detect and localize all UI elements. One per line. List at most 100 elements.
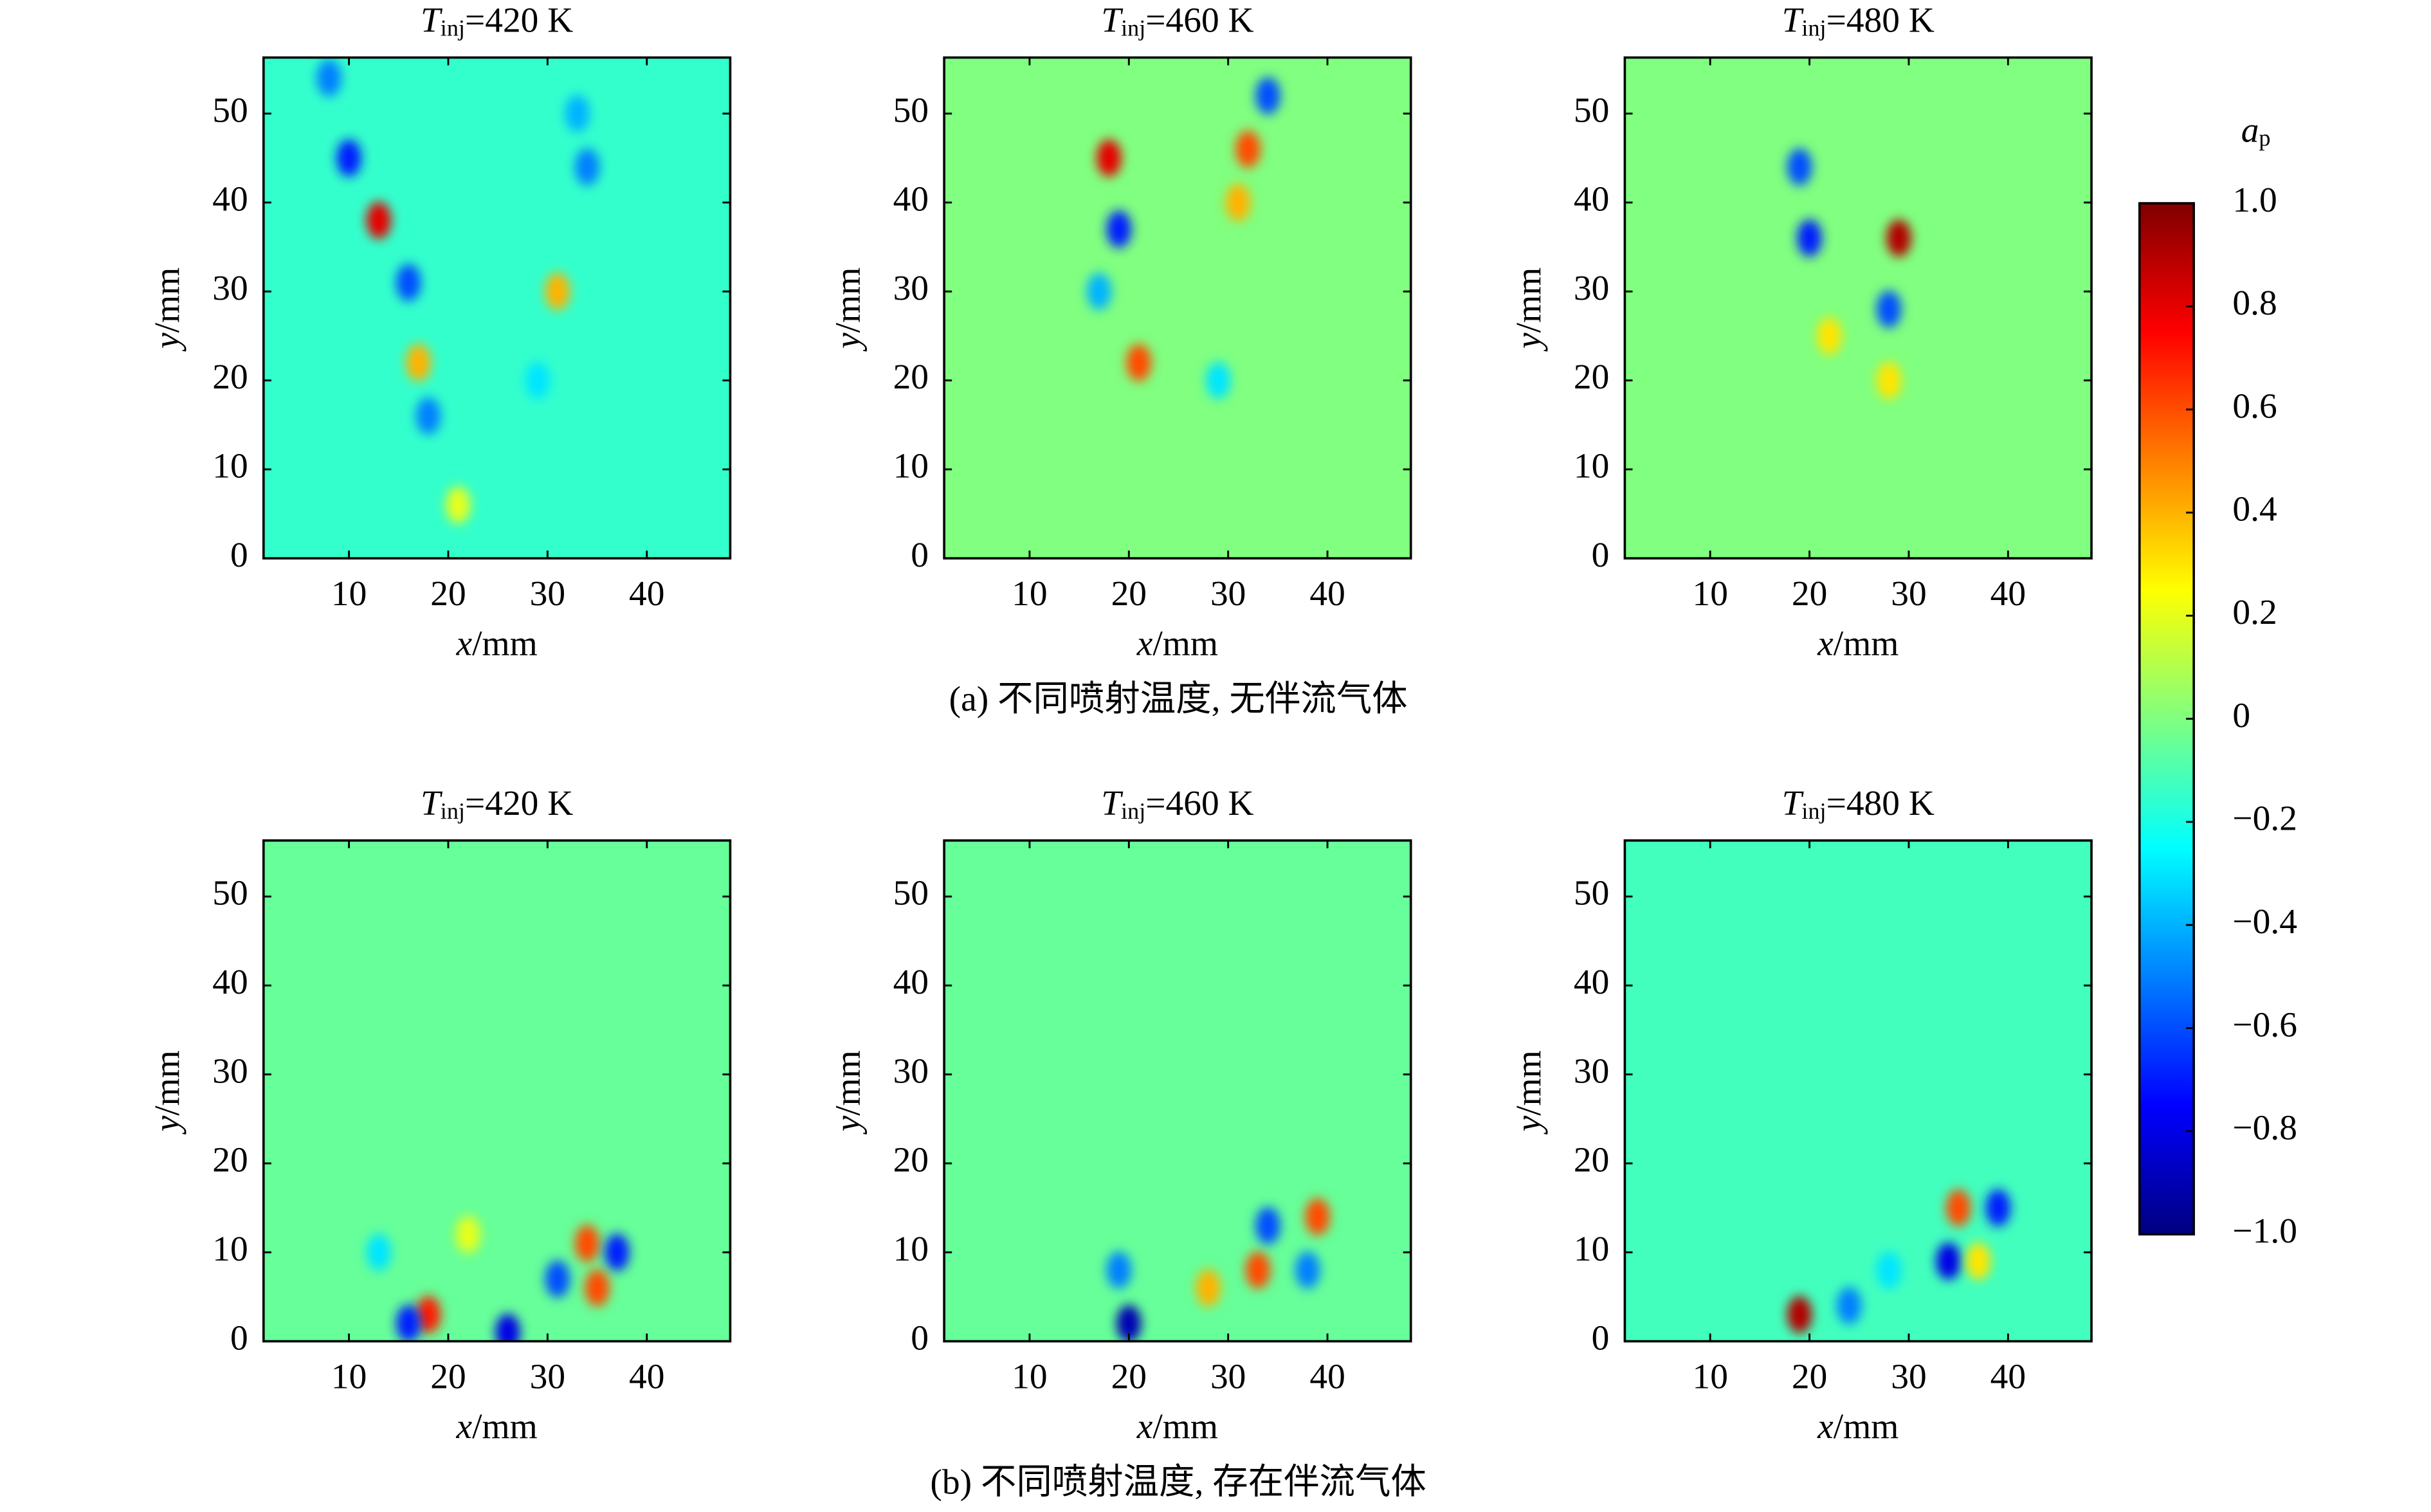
label-part: /mm <box>147 268 187 333</box>
heatmap-blob <box>366 1234 392 1271</box>
label-part: inj <box>1801 15 1826 41</box>
label-part: =480 K <box>1826 0 1935 39</box>
y-tick-label: 0 <box>911 1318 929 1357</box>
y-axis-label: y/mm <box>828 268 867 352</box>
label-part: /mm <box>472 1407 538 1446</box>
heatmap-blob <box>1305 1198 1330 1235</box>
panel-title: Tinj=460 K <box>1101 0 1253 41</box>
heatmap-blob <box>415 397 441 435</box>
heatmap <box>263 57 731 559</box>
heatmap-blob <box>1876 290 1902 328</box>
y-tick-label: 0 <box>1592 535 1610 574</box>
heatmap-blob <box>366 201 392 239</box>
panel-title: Tinj=420 K <box>421 783 573 824</box>
heatmap-blob <box>1787 1296 1812 1333</box>
x-tick-label: 30 <box>1210 574 1246 613</box>
label-part: /mm <box>1152 623 1218 662</box>
label-part: T <box>421 783 443 823</box>
label-part: /mm <box>1509 1050 1548 1116</box>
label-part: /mm <box>828 1050 867 1116</box>
x-tick-label: 10 <box>1692 574 1727 613</box>
label-part: x <box>456 623 473 662</box>
heatmap <box>944 840 1411 1342</box>
y-axis-label: y/mm <box>147 1050 187 1134</box>
panel-title: Tinj=420 K <box>421 0 573 41</box>
y-tick-label: 20 <box>1574 357 1609 396</box>
y-tick-label: 40 <box>1574 179 1609 219</box>
label-part: inj <box>1801 798 1826 824</box>
label-part: =480 K <box>1826 783 1935 823</box>
colorbar-label: ap <box>2241 110 2271 150</box>
heatmap-blob <box>1295 1251 1320 1289</box>
label-part: /mm <box>828 268 867 333</box>
y-tick-label: 50 <box>893 90 929 129</box>
heatmap-blob <box>585 1269 610 1307</box>
colorbar-tick-label: −0.2 <box>2232 799 2297 838</box>
y-tick-label: 10 <box>893 446 929 486</box>
colorbar-tick-label: −0.4 <box>2232 902 2297 941</box>
heatmap <box>1625 57 2092 559</box>
x-axis-label: x/mm <box>1817 623 1898 662</box>
label-part: /mm <box>472 623 538 662</box>
x-tick-label: 20 <box>1111 1357 1147 1396</box>
label-part: y <box>828 1115 867 1134</box>
colorbar-tick-label: −0.6 <box>2232 1005 2297 1044</box>
heatmap-blob <box>1086 273 1112 311</box>
label-part: x <box>1817 1407 1834 1446</box>
heatmap-blob <box>1097 139 1122 177</box>
y-tick-label: 40 <box>893 179 929 219</box>
heatmap-blob <box>1116 1304 1142 1342</box>
colorbar-tick-label: 1.0 <box>2232 180 2277 219</box>
x-tick-label: 10 <box>331 1357 367 1396</box>
label-part: x <box>1136 623 1153 662</box>
heatmap-blob <box>574 148 600 186</box>
heatmap-background <box>1625 840 2092 1342</box>
caption: (a) 不同喷射温度, 无伴流气体 <box>949 679 1408 718</box>
heatmap-background <box>1625 57 2092 559</box>
heatmap-blob <box>1255 77 1280 114</box>
y-tick-label: 40 <box>212 962 248 1001</box>
x-tick-label: 40 <box>1309 574 1345 613</box>
x-tick-label: 30 <box>1891 574 1926 613</box>
x-tick-label: 20 <box>1792 574 1827 613</box>
plot-frame <box>943 56 1412 560</box>
panel-title: Tinj=460 K <box>1101 783 1253 824</box>
heatmap-blob <box>1245 1251 1271 1289</box>
x-tick-label: 40 <box>629 1357 664 1396</box>
y-axis-label: y/mm <box>147 268 187 352</box>
heatmap-blob <box>1235 130 1261 168</box>
label-part: /mm <box>1834 1407 1899 1446</box>
y-tick-label: 20 <box>212 357 248 396</box>
y-tick-label: 30 <box>893 1051 929 1090</box>
label-part: /mm <box>1152 1407 1218 1446</box>
label-part: T <box>1782 0 1805 39</box>
y-tick-label: 50 <box>212 90 248 129</box>
y-tick-label: 30 <box>1574 268 1609 307</box>
label-part: x <box>1136 1407 1153 1446</box>
x-axis-label: x/mm <box>1136 623 1218 662</box>
heatmap-blob <box>396 1304 421 1342</box>
label-part: inj <box>1121 798 1145 824</box>
x-tick-label: 40 <box>1990 574 2026 613</box>
x-tick-label: 20 <box>1111 574 1147 613</box>
heatmap-blob <box>525 361 551 399</box>
label-part: a <box>2241 110 2259 149</box>
x-tick-label: 40 <box>1309 1357 1345 1396</box>
colorbar-tick-label: 0 <box>2232 695 2250 734</box>
heatmap-blob <box>415 1296 441 1333</box>
y-tick-label: 10 <box>1574 446 1609 486</box>
plot-frame <box>1623 839 2093 1343</box>
heatmap-background <box>263 57 731 559</box>
y-tick-label: 50 <box>893 873 929 913</box>
y-tick-label: 40 <box>1574 962 1609 1001</box>
y-tick-label: 20 <box>1574 1140 1609 1180</box>
heatmap-blob <box>1817 317 1842 355</box>
plot-frame <box>1623 56 2093 560</box>
y-tick-label: 30 <box>1574 1051 1609 1090</box>
label-part: T <box>1101 783 1124 823</box>
x-tick-label: 30 <box>530 574 565 613</box>
heatmap-blob <box>1126 343 1152 381</box>
label-part: T <box>421 0 443 39</box>
y-tick-label: 40 <box>212 179 248 219</box>
label-part: /mm <box>1509 268 1548 333</box>
